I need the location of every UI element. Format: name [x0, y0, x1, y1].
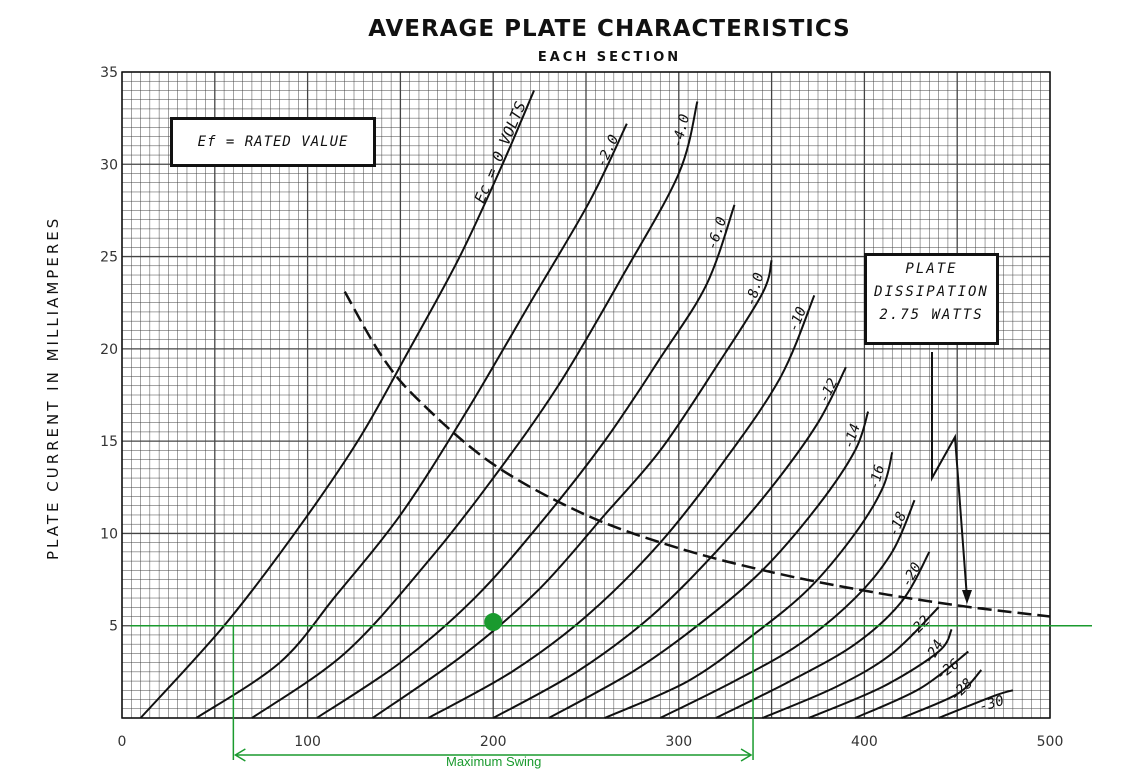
dissipation-line-2: DISSIPATION — [874, 284, 989, 300]
bias-curve-label: -12 — [816, 376, 842, 406]
chart-subtitle: EACH SECTION — [537, 50, 682, 65]
x-tick-label: 400 — [851, 734, 878, 750]
plate-dissipation-curve — [343, 291, 1051, 618]
rated-value-note: Ef = RATED VALUE — [170, 117, 376, 167]
maximum-swing-label: Maximum Swing — [446, 754, 542, 769]
y-tick-label: 20 — [100, 342, 118, 358]
bias-curve-label: -20 — [899, 560, 925, 590]
grid-bias-curve — [854, 650, 969, 719]
x-tick-label: 300 — [665, 734, 692, 750]
dissipation-line-1: PLATE — [905, 261, 958, 277]
bias-curve-label: -18 — [885, 509, 910, 539]
swing-arrowhead-right — [740, 748, 753, 762]
grid-bias-curve — [195, 123, 628, 719]
swing-arrowhead-left — [233, 748, 246, 762]
grid-bias-curve — [492, 366, 847, 719]
grid-bias-curve — [715, 551, 931, 719]
plot-frame — [121, 71, 1051, 719]
bias-curve-label: -30 — [977, 693, 1006, 716]
bias-curve-label: -14 — [841, 422, 864, 451]
grid-bias-curve — [251, 101, 699, 719]
y-tick-label: 10 — [100, 526, 118, 542]
x-tick-label: 0 — [118, 734, 127, 750]
grid-bias-curve — [659, 499, 916, 719]
grid-bias-curve — [371, 259, 773, 719]
dissipation-pointer-line — [931, 352, 968, 599]
grid-bias-curve — [901, 669, 983, 719]
x-tick-label: 200 — [480, 734, 507, 750]
grid-bias-curve — [427, 294, 816, 719]
y-tick-label: 15 — [100, 434, 118, 450]
y-tick-label: 25 — [100, 250, 118, 266]
grid-bias-curve — [316, 204, 736, 719]
x-tick-label: 500 — [1037, 734, 1064, 750]
grid-bias-curve — [938, 689, 1014, 719]
y-tick-label: 35 — [100, 65, 118, 81]
bias-curve-label: -10 — [786, 305, 810, 334]
bias-curve-label: -28 — [947, 676, 976, 705]
y-axis-label: PLATE CURRENT IN MILLIAMPERES — [44, 215, 62, 560]
y-tick-label: 5 — [109, 619, 118, 635]
grid-bias-curve — [761, 606, 940, 719]
dissipation-pointer-arrowhead — [962, 590, 972, 604]
plate-dissipation-note: PLATE DISSIPATION 2.75 WATTS — [864, 253, 999, 345]
y-tick-label: 30 — [100, 157, 118, 173]
operating-point — [484, 613, 503, 632]
dissipation-line-3: 2.75 WATTS — [879, 307, 984, 323]
grid-bias-curve — [604, 451, 894, 719]
chart-title: AVERAGE PLATE CHARACTERISTICS — [368, 16, 851, 42]
bias-curve-label: -16 — [866, 463, 888, 492]
x-tick-label: 100 — [294, 734, 321, 750]
grid-bias-curve — [808, 628, 953, 719]
